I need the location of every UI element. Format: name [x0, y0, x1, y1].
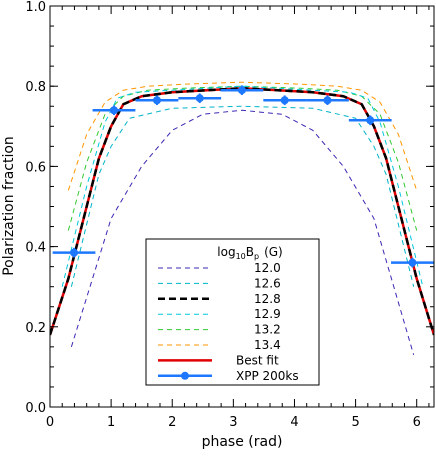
y-tick-label: 0.8	[25, 80, 46, 95]
data-point	[70, 248, 79, 257]
series-layer	[50, 81, 434, 356]
data-point	[366, 116, 375, 125]
legend-title-unit: (G)	[264, 245, 283, 259]
legend-title-b: B	[246, 245, 254, 259]
legend-box	[145, 238, 320, 386]
y-axis-label: Polarization fraction	[1, 136, 17, 276]
x-tick-label: 0	[46, 415, 54, 430]
x-tick-label: 4	[290, 415, 298, 430]
legend-label: 12.9	[254, 307, 281, 321]
x-tick-label: 1	[107, 415, 115, 430]
data-point	[152, 96, 161, 105]
legend-label: 13.2	[254, 323, 281, 337]
y-tick-label: 0.0	[25, 401, 46, 416]
legend-entry-12-8: 12.8	[158, 292, 281, 306]
legend-label: 12.0	[254, 261, 281, 275]
legend: log10Bp (G) 12.012.6 12.812.9 13.213.4Best …	[145, 238, 320, 386]
legend-entry-12-9: 12.9	[158, 307, 281, 321]
ticks-layer: 0 1 2 3 4 5 6 0.0 0.2 0.4 0.6 0.8 1.0	[25, 0, 434, 430]
x-axis-label: phase (rad)	[202, 434, 283, 450]
legend-title: log10Bp (G)	[217, 245, 282, 261]
data-point	[323, 96, 332, 105]
x-tick-label: 6	[413, 415, 421, 430]
data-point	[408, 258, 417, 267]
legend-title-base: 10	[236, 252, 246, 261]
x-tick-label: 2	[168, 415, 176, 430]
data-point	[195, 94, 204, 103]
legend-label: 13.4	[254, 338, 281, 352]
legend-label: XPP 200ks	[236, 369, 299, 383]
data-point	[280, 96, 289, 105]
y-tick-label: 0.6	[25, 160, 46, 175]
series-xpp-200ks	[52, 85, 434, 268]
legend-label: 12.8	[254, 292, 281, 306]
y-tick-label: 1.0	[25, 0, 46, 15]
legend-entry-12-6: 12.6	[158, 276, 281, 290]
x-tick-label: 5	[351, 415, 359, 430]
legend-label: Best fit	[236, 353, 279, 367]
legend-entry-xpp-200ks: XPP 200ks	[158, 369, 299, 383]
legend-entry-13-4: 13.4	[158, 338, 281, 352]
legend-entry-best-fit: Best fit	[158, 353, 279, 367]
data-point	[237, 86, 246, 95]
legend-entry-12-0: 12.0	[158, 261, 281, 275]
legend-title-log: log	[217, 245, 235, 259]
legend-entry-13-2: 13.2	[158, 323, 281, 337]
y-tick-label: 0.2	[25, 321, 46, 336]
x-tick-label: 3	[229, 415, 237, 430]
data-point	[109, 106, 118, 115]
legend-marker	[181, 371, 189, 380]
legend-label: 12.6	[254, 276, 281, 290]
series-line-12-6	[70, 105, 415, 287]
series-line-13-4	[67, 81, 418, 191]
legend-title-sub: p	[254, 252, 259, 261]
y-tick-label: 0.4	[25, 241, 46, 256]
series-line-12-0	[70, 109, 415, 356]
